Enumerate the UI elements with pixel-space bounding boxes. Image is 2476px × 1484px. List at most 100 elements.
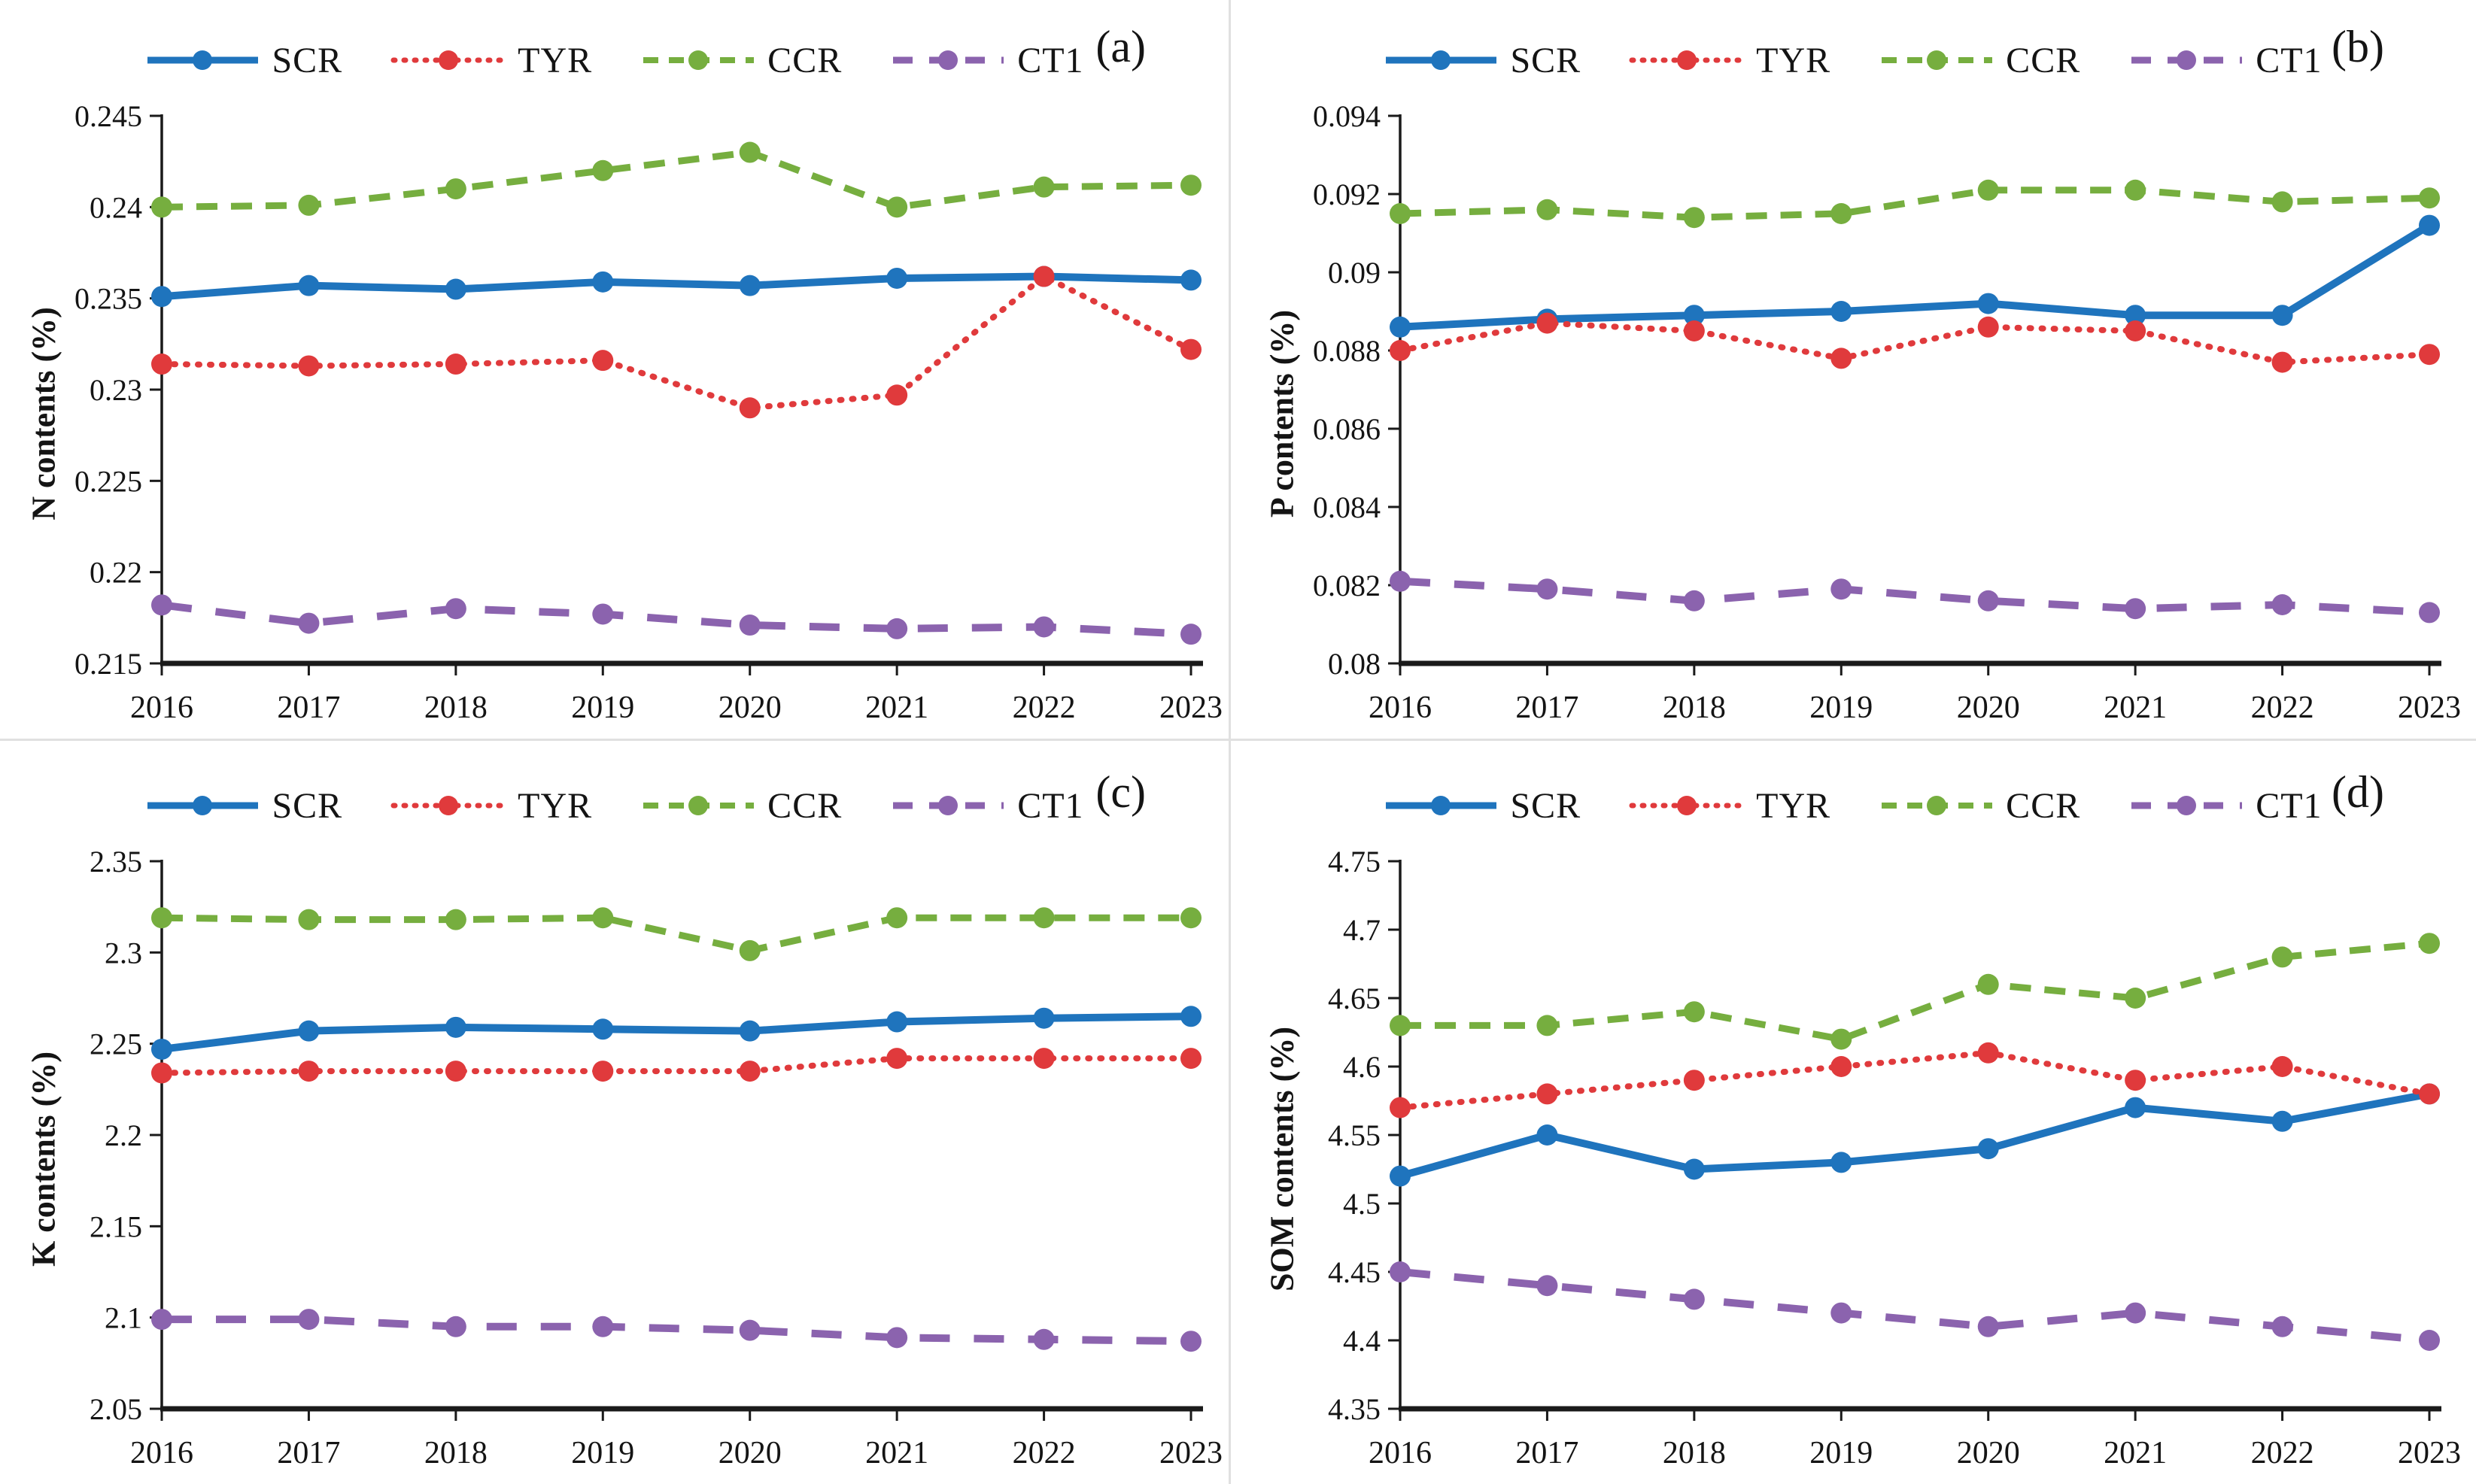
svg-text:2020: 2020 (1957, 1436, 2020, 1470)
ccr-line-swatch (1882, 796, 1993, 815)
svg-text:4.4: 4.4 (1343, 1324, 1381, 1358)
svg-text:0.215: 0.215 (74, 647, 142, 681)
legend-label: SCR (272, 785, 343, 826)
panel-tag: (d) (2332, 767, 2384, 817)
svg-text:0.094: 0.094 (1313, 99, 1381, 133)
scr-line-swatch (147, 50, 259, 70)
svg-text:4.65: 4.65 (1328, 982, 1381, 1015)
svg-text:2017: 2017 (277, 690, 340, 725)
legend-label: SCR (1510, 40, 1581, 80)
svg-text:2018: 2018 (424, 1436, 488, 1470)
plot-area-som-contents: 4.35 4.4 4.45 4.5 4.55 4.6 4.65 4.7 4.75 2016 2017… (1328, 845, 2461, 1470)
svg-text:4.5: 4.5 (1343, 1187, 1381, 1221)
legend-item-scr: SCR (1383, 40, 1581, 81)
svg-text:4.75: 4.75 (1328, 845, 1381, 879)
svg-text:2019: 2019 (1809, 690, 1873, 725)
scr-line-swatch (1386, 50, 1497, 70)
legend-item-scr: SCR (144, 785, 342, 827)
svg-text:2021: 2021 (865, 1436, 928, 1470)
svg-text:2019: 2019 (571, 690, 634, 725)
svg-text:2018: 2018 (424, 690, 488, 725)
legend-item-tyr: TYR (390, 785, 592, 827)
svg-text:2023: 2023 (2398, 690, 2461, 725)
panel-a: SCR TYR CCR CT1 (a) N contents (%) 0.215… (0, 0, 1229, 739)
ct1-line-swatch (2131, 50, 2243, 70)
svg-text:0.24: 0.24 (90, 190, 142, 224)
svg-text:2020: 2020 (718, 1436, 782, 1470)
panel-c: SCR TYR CCR CT1 (c) K contents (%) 2.05 2… (0, 745, 1229, 1484)
legend: SCR TYR CCR CT1 (1238, 23, 2467, 98)
plot-area-n-contents: 0.215 0.22 0.225 0.23 0.235 0.24 0.245 2016 2017… (74, 99, 1223, 725)
svg-text:2020: 2020 (1957, 690, 2020, 725)
svg-text:2022: 2022 (2251, 690, 2314, 725)
ccr-line-swatch (1882, 50, 1993, 70)
svg-text:0.082: 0.082 (1313, 569, 1381, 602)
svg-text:2016: 2016 (130, 690, 193, 725)
legend-item-ct1: CT1 (2128, 785, 2322, 827)
legend-item-ccr: CCR (1879, 40, 2080, 81)
legend-label: SCR (272, 40, 343, 80)
svg-text:2.25: 2.25 (90, 1027, 142, 1061)
legend-label: CCR (767, 40, 843, 80)
legend-item-ccr: CCR (1879, 785, 2080, 827)
tyr-line-swatch (390, 796, 507, 815)
svg-text:2.2: 2.2 (105, 1118, 142, 1152)
legend-label: CT1 (2256, 785, 2323, 826)
legend-label: CCR (2006, 40, 2081, 80)
svg-text:2023: 2023 (1159, 1436, 1223, 1470)
quadrant-divider-vertical (1229, 0, 1231, 1484)
legend-label: TYR (518, 40, 593, 80)
svg-text:0.235: 0.235 (74, 282, 142, 316)
svg-text:2017: 2017 (1515, 1436, 1578, 1470)
scr-line-swatch (147, 796, 259, 815)
svg-text:2016: 2016 (1369, 690, 1432, 725)
ccr-line-swatch (643, 796, 755, 815)
legend-label: TYR (1756, 40, 1831, 80)
svg-text:0.23: 0.23 (90, 373, 142, 407)
panel-d: SCR TYR CCR CT1 (d) SOM contents (%) 4.3… (1238, 745, 2467, 1484)
svg-text:2017: 2017 (277, 1436, 340, 1470)
ct1-line-swatch (893, 50, 1004, 70)
svg-text:2023: 2023 (1159, 690, 1223, 725)
svg-text:2023: 2023 (2398, 1436, 2461, 1470)
svg-text:4.35: 4.35 (1328, 1392, 1381, 1426)
legend: SCR TYR CCR CT1 (0, 768, 1229, 843)
svg-text:2020: 2020 (718, 690, 782, 725)
legend-item-tyr: TYR (390, 40, 592, 81)
quadrant-divider-horizontal (0, 739, 2476, 741)
svg-text:2.1: 2.1 (105, 1301, 142, 1335)
svg-text:2021: 2021 (2104, 1436, 2167, 1470)
svg-text:2.05: 2.05 (90, 1392, 142, 1426)
svg-text:0.086: 0.086 (1313, 412, 1381, 446)
scr-line-swatch (1386, 796, 1497, 815)
tyr-line-swatch (390, 50, 507, 70)
legend-label: TYR (1756, 785, 1831, 826)
plot-area-p-contents: 0.08 0.082 0.084 0.086 0.088 0.09 0.092 0.094 20… (1313, 99, 2461, 725)
legend-label: CT1 (1017, 785, 1084, 826)
svg-text:4.45: 4.45 (1328, 1255, 1381, 1289)
legend-item-ccr: CCR (640, 40, 842, 81)
svg-text:0.084: 0.084 (1313, 490, 1381, 524)
svg-text:0.092: 0.092 (1313, 178, 1381, 211)
svg-text:2022: 2022 (2251, 1436, 2314, 1470)
panel-tag: (c) (1095, 767, 1146, 817)
legend: SCR TYR CCR CT1 (1238, 768, 2467, 843)
legend-label: CT1 (1017, 40, 1084, 80)
svg-text:2017: 2017 (1515, 690, 1578, 725)
legend-label: CT1 (2256, 40, 2323, 80)
svg-text:2019: 2019 (1809, 1436, 1873, 1470)
legend-item-ct1: CT1 (890, 40, 1083, 81)
ccr-line-swatch (643, 50, 755, 70)
legend-label: CCR (767, 785, 843, 826)
svg-text:2018: 2018 (1663, 690, 1726, 725)
legend-item-tyr: TYR (1629, 40, 1830, 81)
tyr-line-swatch (1629, 50, 1745, 70)
legend-item-scr: SCR (1383, 785, 1581, 827)
svg-text:0.245: 0.245 (74, 99, 142, 133)
svg-text:0.09: 0.09 (1328, 256, 1381, 290)
panel-b: SCR TYR CCR CT1 (b) P contents (%) 0.08 0… (1238, 0, 2467, 739)
legend-label: SCR (1510, 785, 1581, 826)
legend-label: CCR (2006, 785, 2081, 826)
tyr-line-swatch (1629, 796, 1745, 815)
